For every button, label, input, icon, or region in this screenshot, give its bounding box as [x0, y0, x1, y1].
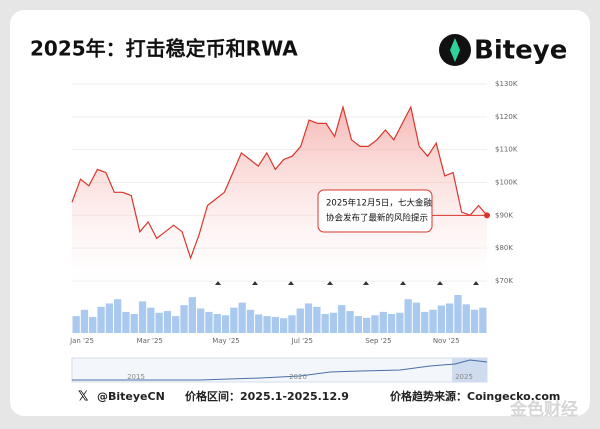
- x-tick-label: Jan '25: [69, 337, 94, 345]
- volume-bar: [230, 307, 238, 333]
- volume-bar: [304, 303, 313, 333]
- volume-bar: [454, 295, 462, 333]
- event-markers: [215, 281, 479, 285]
- handle: @BiteyeCN: [97, 390, 165, 403]
- price-range: 价格区间：2025.1-2025.12.9: [185, 389, 349, 403]
- volume-bar: [89, 316, 97, 333]
- volume-bar: [138, 301, 147, 333]
- volume-bar: [387, 314, 396, 333]
- volume-bar: [122, 311, 130, 333]
- x-icon: 𝕏: [78, 390, 89, 405]
- volume-bar: [354, 316, 362, 333]
- volume-bar: [205, 311, 213, 333]
- volume-bar: [180, 305, 188, 333]
- volume-bar: [329, 312, 338, 333]
- watermark: 金色财经: [509, 399, 578, 420]
- navigator-window: [452, 358, 487, 382]
- y-tick-label: $100K: [495, 179, 518, 187]
- volume-bar: [172, 316, 180, 333]
- volume-bar: [421, 311, 429, 333]
- volume-bar: [313, 306, 321, 333]
- y-tick-label: $90K: [495, 211, 513, 219]
- volume-bar: [371, 315, 379, 333]
- volume-bar: [213, 314, 221, 333]
- annotation-text: 2025年12月5日，七大金融: [326, 198, 432, 209]
- navigator-label: 2025: [455, 373, 473, 381]
- x-tick-label: May '25: [212, 337, 240, 345]
- volume-bar: [197, 308, 205, 333]
- area: [72, 107, 487, 281]
- volume-bar: [114, 299, 122, 333]
- volume-bar: [321, 314, 329, 333]
- navigator-label: 2015: [127, 373, 145, 381]
- logo: Biteye: [439, 34, 567, 66]
- volume-bar: [163, 311, 172, 333]
- x-tick-label: Mar '25: [137, 337, 163, 345]
- volume-bar: [246, 309, 255, 333]
- volume-bar: [296, 308, 304, 333]
- volume-bar: [147, 307, 155, 333]
- volume-bar: [105, 303, 113, 333]
- volume-bar: [255, 314, 263, 333]
- volume-bar: [429, 309, 437, 333]
- logo-text: Biteye: [474, 36, 567, 66]
- annotation-box: [317, 189, 433, 233]
- volume-bar: [130, 314, 138, 333]
- volume-bar: [412, 302, 421, 333]
- volume-bar: [396, 312, 404, 333]
- volume-bar: [363, 317, 371, 333]
- title: 2025年：打击稳定币和RWA: [30, 37, 298, 61]
- volume-bar: [238, 302, 246, 333]
- navigator: [71, 357, 488, 383]
- y-tick-label: $110K: [495, 146, 518, 154]
- volume-bar: [80, 309, 89, 333]
- annotation-dot: [484, 212, 490, 219]
- volume-bar: [346, 311, 354, 333]
- y-tick-label: $130K: [495, 80, 518, 88]
- volume-bar: [379, 311, 387, 333]
- y-tick-label: $120K: [495, 113, 518, 121]
- x-tick-label: Sep '25: [365, 337, 391, 345]
- volume-bar: [97, 306, 105, 333]
- volume-bar: [263, 316, 271, 333]
- x-tick-label: Jul '25: [290, 337, 313, 345]
- volume-bar: [221, 315, 230, 333]
- navigator-label: 2020: [289, 373, 307, 381]
- volume-bar: [479, 307, 487, 333]
- volume-bar: [155, 312, 163, 333]
- volume-bar: [280, 318, 288, 333]
- volume-bar: [437, 305, 445, 333]
- y-tick-label: $70K: [495, 277, 513, 285]
- x-tick-label: Nov '25: [433, 337, 460, 345]
- volume-bar: [338, 305, 346, 333]
- volume-bar: [462, 304, 470, 333]
- annotation-text: 协会发布了最新的风险提示: [326, 213, 428, 224]
- volume-bar: [72, 316, 80, 333]
- source: 价格趋势来源：Coingecko.com: [390, 389, 560, 403]
- volume-bar: [446, 303, 454, 333]
- navigator-line: [72, 359, 488, 381]
- volume-bar: [288, 315, 296, 333]
- volume-bar: [188, 297, 196, 333]
- price-line: [71, 104, 488, 260]
- volume-bar: [404, 299, 412, 333]
- volume-bar: [470, 309, 479, 333]
- volume-bar: [271, 316, 279, 333]
- y-tick-label: $80K: [495, 244, 513, 252]
